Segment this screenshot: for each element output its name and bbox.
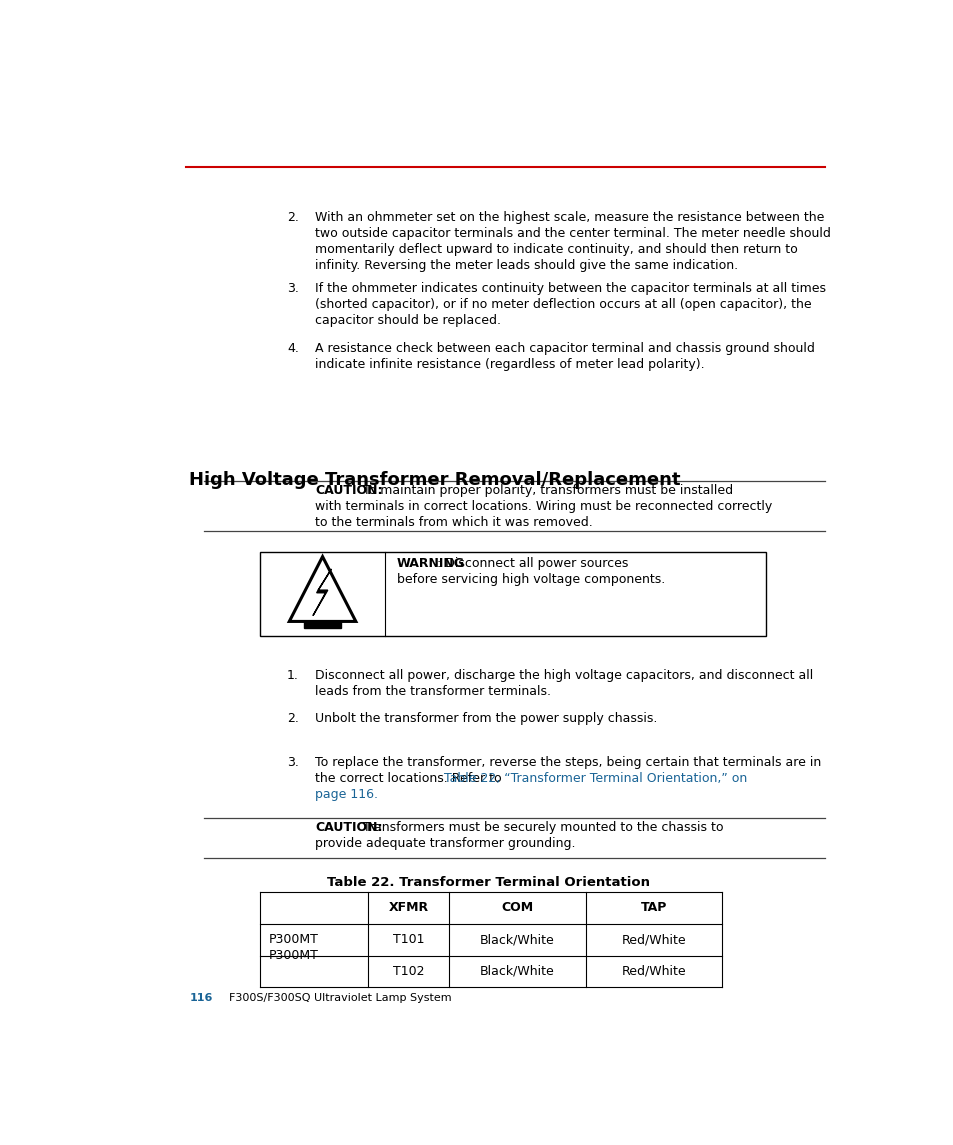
Text: Black/White: Black/White [479, 933, 554, 946]
Text: COM: COM [500, 901, 533, 915]
Text: infinity. Reversing the meter leads should give the same indication.: infinity. Reversing the meter leads shou… [314, 259, 738, 273]
Text: provide adequate transformer grounding.: provide adequate transformer grounding. [314, 837, 575, 850]
Text: WARNING: WARNING [396, 558, 464, 570]
Text: momentarily deflect upward to indicate continuity, and should then return to: momentarily deflect upward to indicate c… [314, 243, 797, 256]
Text: 4.: 4. [287, 342, 298, 355]
Text: To maintain proper polarity, transformers must be installed: To maintain proper polarity, transformer… [358, 484, 732, 497]
Text: the correct locations. Refer to: the correct locations. Refer to [314, 772, 505, 785]
Text: 3.: 3. [287, 282, 298, 295]
Text: two outside capacitor terminals and the center terminal. The meter needle should: two outside capacitor terminals and the … [314, 228, 830, 240]
Text: Unbolt the transformer from the power supply chassis.: Unbolt the transformer from the power su… [314, 712, 657, 725]
Text: Table 22. Transformer Terminal Orientation: Table 22. Transformer Terminal Orientati… [327, 876, 650, 890]
Text: before servicing high voltage components.: before servicing high voltage components… [396, 572, 664, 586]
Bar [304, 622, 340, 627]
Polygon shape [313, 569, 331, 616]
Text: TAP: TAP [639, 901, 666, 915]
Text: 2.: 2. [287, 712, 298, 725]
Text: capacitor should be replaced.: capacitor should be replaced. [314, 314, 500, 326]
Text: P300MT: P300MT [269, 949, 318, 962]
Text: Table 22, “Transformer Terminal Orientation,” on: Table 22, “Transformer Terminal Orientat… [444, 772, 746, 785]
Text: indicate infinite resistance (regardless of meter lead polarity).: indicate infinite resistance (regardless… [314, 357, 704, 371]
Text: 116: 116 [190, 993, 213, 1003]
Text: T102: T102 [393, 965, 424, 978]
Text: Disconnect all power, discharge the high voltage capacitors, and disconnect all: Disconnect all power, discharge the high… [314, 669, 813, 682]
Text: Black/White: Black/White [479, 965, 554, 978]
Text: If the ohmmeter indicates continuity between the capacitor terminals at all time: If the ohmmeter indicates continuity bet… [314, 282, 825, 295]
Text: A resistance check between each capacitor terminal and chassis ground should: A resistance check between each capacito… [314, 342, 814, 355]
Text: : Disconnect all power sources: : Disconnect all power sources [436, 558, 628, 570]
Bar [259, 552, 765, 635]
Text: 3.: 3. [287, 757, 298, 769]
Text: F300S/F300SQ Ultraviolet Lamp System: F300S/F300SQ Ultraviolet Lamp System [229, 993, 451, 1003]
Text: CAUTION:: CAUTION: [314, 484, 382, 497]
Text: leads from the transformer terminals.: leads from the transformer terminals. [314, 685, 551, 698]
Text: to the terminals from which it was removed.: to the terminals from which it was remov… [314, 515, 593, 529]
Text: CAUTION:: CAUTION: [314, 821, 382, 834]
Text: (shorted capacitor), or if no meter deflection occurs at all (open capacitor), t: (shorted capacitor), or if no meter defl… [314, 298, 811, 310]
Text: Red/White: Red/White [620, 933, 685, 946]
Text: P300MT: P300MT [269, 933, 318, 946]
Text: 1.: 1. [287, 669, 298, 682]
Text: T101: T101 [393, 933, 424, 946]
Text: With an ohmmeter set on the highest scale, measure the resistance between the: With an ohmmeter set on the highest scal… [314, 212, 823, 224]
Text: with terminals in correct locations. Wiring must be reconnected correctly: with terminals in correct locations. Wir… [314, 499, 772, 513]
Text: To replace the transformer, reverse the steps, being certain that terminals are : To replace the transformer, reverse the … [314, 757, 821, 769]
Text: High Voltage Transformer Removal/Replacement: High Voltage Transformer Removal/Replace… [190, 471, 680, 489]
Text: Red/White: Red/White [620, 965, 685, 978]
Polygon shape [289, 556, 355, 622]
Text: Transformers must be securely mounted to the chassis to: Transformers must be securely mounted to… [358, 821, 722, 834]
Text: 2.: 2. [287, 212, 298, 224]
Text: page 116.: page 116. [314, 788, 377, 802]
Text: XFMR: XFMR [388, 901, 428, 915]
